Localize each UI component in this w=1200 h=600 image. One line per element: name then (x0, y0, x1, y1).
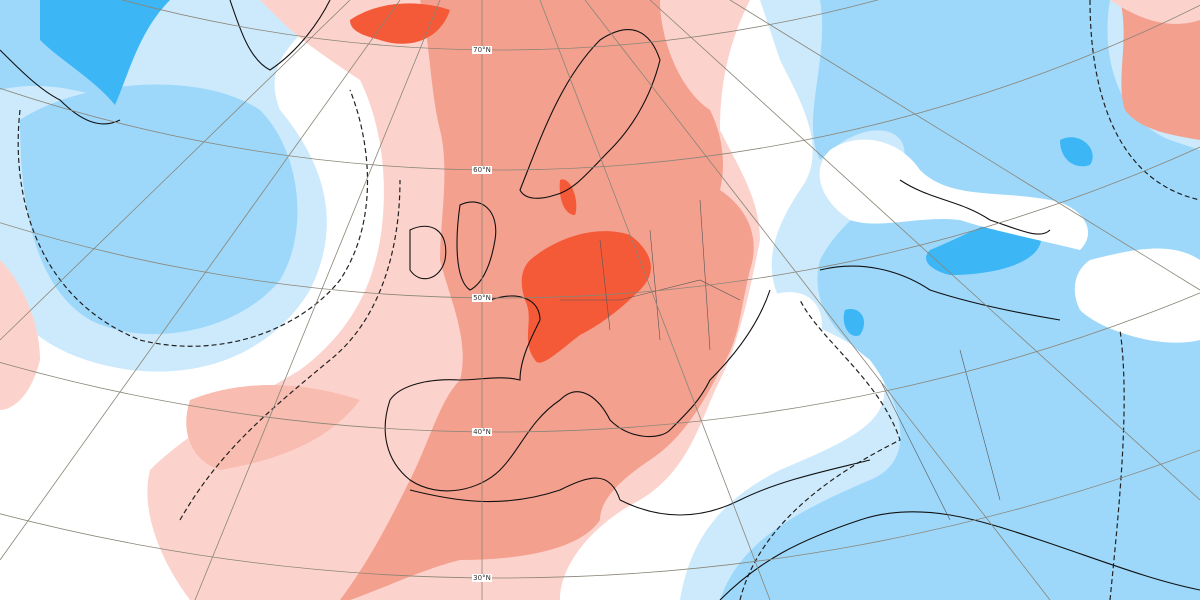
negative-anomaly-strong (1060, 137, 1093, 167)
positive-anomaly-strong (350, 3, 450, 44)
label-background (472, 166, 492, 174)
label-background (472, 46, 492, 54)
positive-anomaly-light (1110, 0, 1200, 24)
coastline (519, 29, 661, 199)
label-background (472, 574, 492, 582)
coastline (819, 265, 1061, 321)
latitude-labels: 70°N 60°N 50°N 40°N 30°N (472, 46, 492, 582)
positive-anomaly-medium (1120, 0, 1200, 140)
positive-anomaly-light (0, 260, 40, 410)
coastline (409, 459, 871, 516)
zero-contour (17, 89, 369, 347)
meridian (539, 0, 771, 600)
negative-anomaly-medium (20, 84, 298, 335)
coastline (0, 49, 121, 125)
latitude-label: 70°N (473, 46, 491, 54)
meridian (194, 0, 441, 600)
meridian (584, 0, 1051, 600)
negative-anomaly-strong (843, 309, 865, 336)
meridian (649, 0, 1200, 501)
zero-contour (179, 179, 401, 521)
neutral-area (819, 139, 1089, 250)
latitude-label: 50°N (473, 294, 491, 302)
coastline (719, 511, 1200, 600)
coastline (409, 201, 497, 291)
positive-anomaly-light (186, 385, 360, 470)
meridian (0, 0, 401, 561)
zero-contour (1109, 329, 1125, 600)
positive-anomaly-strong (521, 231, 651, 363)
neutral-area (1074, 248, 1200, 343)
latitude-label: 40°N (473, 428, 491, 436)
positive-anomaly-strong (559, 179, 577, 215)
meridian (729, 0, 1200, 291)
zero-contour (739, 299, 901, 600)
negative-anomaly-strong (40, 0, 170, 105)
label-background (472, 294, 492, 302)
latitude-label: 30°N (473, 574, 491, 582)
coastline (899, 179, 1051, 235)
meridian (0, 0, 351, 341)
label-background (472, 428, 492, 436)
border (560, 199, 1001, 521)
coastline (384, 289, 771, 492)
latitude-label: 60°N (473, 166, 491, 174)
